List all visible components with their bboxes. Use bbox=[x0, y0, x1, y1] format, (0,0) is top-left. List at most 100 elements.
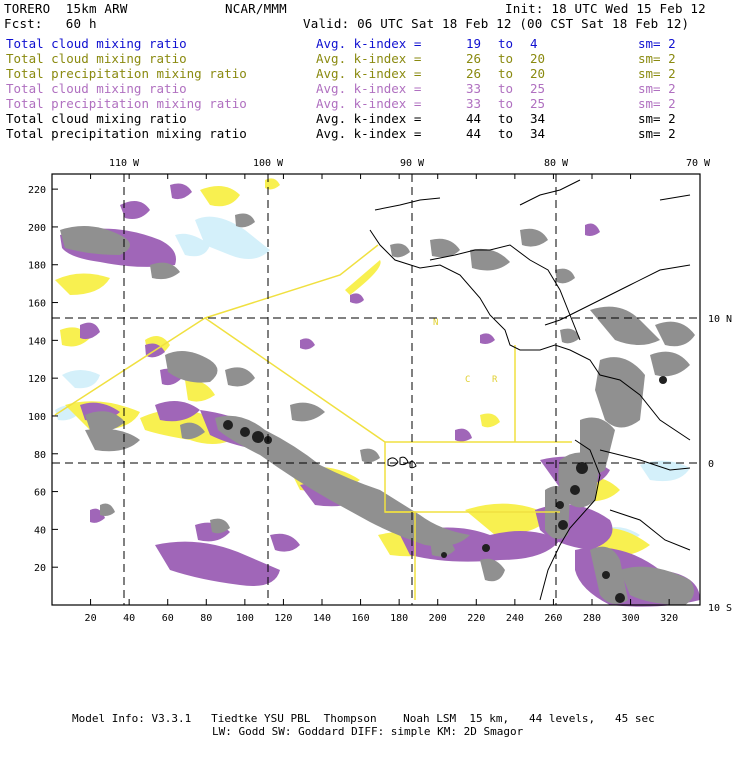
legend-from: 19 bbox=[466, 36, 482, 51]
y-tick-label: 180 bbox=[28, 261, 46, 272]
x-tick-label: 220 bbox=[467, 613, 485, 624]
legend-label: Total cloud mixing ratio bbox=[6, 111, 187, 126]
lon-label: 70 W bbox=[686, 158, 711, 169]
legend-to: 4 bbox=[530, 36, 538, 51]
gray-cloud-layer bbox=[60, 213, 695, 605]
country-letter-nicaragua: N bbox=[433, 318, 438, 328]
legend-label: Total cloud mixing ratio bbox=[6, 51, 187, 66]
axis-ticks: 220 200 180 160 140 120 100 80 60 40 20 20 40 60 80 100… bbox=[28, 174, 678, 624]
legend-row: Total cloud mixing ratio Avg. k-index = … bbox=[6, 51, 736, 66]
model-info-line1: Model Info: V3.3.1 Tiedtke YSU PBL Thomp… bbox=[72, 712, 655, 725]
legend-smoothing: sm= 2 bbox=[638, 51, 676, 66]
legend-label: Total cloud mixing ratio bbox=[6, 36, 187, 51]
lat-label: 10 N bbox=[708, 314, 732, 325]
legend-from: 44 bbox=[466, 111, 482, 126]
legend-from: 33 bbox=[466, 81, 482, 96]
legend-index: Avg. k-index = bbox=[316, 126, 422, 141]
coastlines bbox=[369, 179, 691, 601]
model-info-line2: LW: Godd SW: Goddard DIFF: simple KM: 2D… bbox=[212, 725, 524, 738]
organization-label: NCAR/MMM bbox=[225, 1, 287, 16]
x-tick-label: 160 bbox=[352, 613, 370, 624]
legend-index: Avg. k-index = bbox=[316, 66, 422, 81]
legend-label: Total cloud mixing ratio bbox=[6, 81, 187, 96]
legend-smoothing: sm= 2 bbox=[638, 96, 676, 111]
y-tick-label: 220 bbox=[28, 185, 46, 196]
x-tick-label: 260 bbox=[544, 613, 562, 624]
legend-label: Total precipitation mixing ratio bbox=[6, 126, 247, 141]
legend-from: 26 bbox=[466, 51, 482, 66]
forecast-hour: Fcst: 60 h bbox=[4, 16, 97, 31]
country-letter-costa-rica-c: C bbox=[465, 375, 470, 385]
country-letter-costa-rica-r: R bbox=[492, 375, 498, 385]
legend-to: 34 bbox=[530, 126, 546, 141]
y-tick-label: 40 bbox=[34, 525, 46, 536]
legend-smoothing: sm= 2 bbox=[638, 111, 676, 126]
valid-time: Valid: 06 UTC Sat 18 Feb 12 (00 CST Sat … bbox=[303, 16, 690, 31]
legend-from: 26 bbox=[466, 66, 482, 81]
legend-index: Avg. k-index = bbox=[316, 96, 422, 111]
legend-row: Total cloud mixing ratio Avg. k-index = … bbox=[6, 36, 736, 51]
legend-label: Total precipitation mixing ratio bbox=[6, 96, 247, 111]
legend-to-word: to bbox=[498, 111, 514, 126]
legend-to: 25 bbox=[530, 81, 546, 96]
y-tick-label: 20 bbox=[34, 563, 46, 574]
x-tick-label: 320 bbox=[660, 613, 678, 624]
model-title: TORERO 15km ARW bbox=[4, 1, 128, 16]
lon-label: 100 W bbox=[253, 158, 284, 169]
legend-smoothing: sm= 2 bbox=[638, 36, 676, 51]
y-tick-label: 160 bbox=[28, 299, 46, 310]
x-tick-label: 60 bbox=[162, 613, 174, 624]
x-tick-label: 40 bbox=[123, 613, 135, 624]
lon-label: 90 W bbox=[400, 158, 425, 169]
legend-index: Avg. k-index = bbox=[316, 81, 422, 96]
legend-from: 44 bbox=[466, 126, 482, 141]
x-tick-label: 140 bbox=[313, 613, 331, 624]
y-tick-label: 120 bbox=[28, 374, 46, 385]
legend-to-word: to bbox=[498, 66, 514, 81]
legend-to: 20 bbox=[530, 66, 546, 81]
x-tick-label: 280 bbox=[583, 613, 601, 624]
legend-row: Total precipitation mixing ratio Avg. k-… bbox=[6, 96, 736, 111]
legend-to-word: to bbox=[498, 81, 514, 96]
region-outlines bbox=[54, 244, 572, 600]
legend-to-word: to bbox=[498, 36, 514, 51]
x-tick-label: 240 bbox=[506, 613, 524, 624]
legend-to: 34 bbox=[530, 111, 546, 126]
y-tick-label: 200 bbox=[28, 223, 46, 234]
legend-label: Total precipitation mixing ratio bbox=[6, 66, 247, 81]
legend-from: 33 bbox=[466, 96, 482, 111]
lon-label: 80 W bbox=[544, 158, 569, 169]
lat-lon-grid bbox=[52, 174, 700, 605]
legend-to: 25 bbox=[530, 96, 546, 111]
legend-to-word: to bbox=[498, 51, 514, 66]
y-tick-label: 80 bbox=[34, 450, 46, 461]
y-tick-label: 100 bbox=[28, 412, 46, 423]
lon-label: 110 W bbox=[109, 158, 140, 169]
x-tick-label: 100 bbox=[236, 613, 254, 624]
legend-to: 20 bbox=[530, 51, 546, 66]
legend-row: Total precipitation mixing ratio Avg. k-… bbox=[6, 126, 736, 141]
y-tick-label: 60 bbox=[34, 488, 46, 499]
legend-to-word: to bbox=[498, 96, 514, 111]
x-tick-label: 80 bbox=[200, 613, 212, 624]
forecast-map: 220 200 180 160 140 120 100 80 60 40 20 20 40 60 80 100… bbox=[28, 158, 732, 624]
legend-index: Avg. k-index = bbox=[316, 36, 422, 51]
x-tick-label: 20 bbox=[85, 613, 97, 624]
init-time: Init: 18 UTC Wed 15 Feb 12 bbox=[505, 1, 706, 16]
legend-smoothing: sm= 2 bbox=[638, 66, 676, 81]
lat-label: 0 bbox=[708, 459, 714, 470]
legend-smoothing: sm= 2 bbox=[638, 81, 676, 96]
y-tick-label: 140 bbox=[28, 336, 46, 347]
legend-row: Total precipitation mixing ratio Avg. k-… bbox=[6, 66, 736, 81]
lat-label: 10 S bbox=[708, 603, 732, 614]
legend-index: Avg. k-index = bbox=[316, 51, 422, 66]
x-tick-label: 180 bbox=[390, 613, 408, 624]
x-tick-label: 200 bbox=[429, 613, 447, 624]
legend-index: Avg. k-index = bbox=[316, 111, 422, 126]
legend-smoothing: sm= 2 bbox=[638, 126, 676, 141]
map-frame bbox=[51, 173, 701, 606]
legend-row: Total cloud mixing ratio Avg. k-index = … bbox=[6, 81, 736, 96]
x-tick-label: 120 bbox=[274, 613, 292, 624]
legend-row: Total cloud mixing ratio Avg. k-index = … bbox=[6, 111, 736, 126]
legend-to-word: to bbox=[498, 126, 514, 141]
